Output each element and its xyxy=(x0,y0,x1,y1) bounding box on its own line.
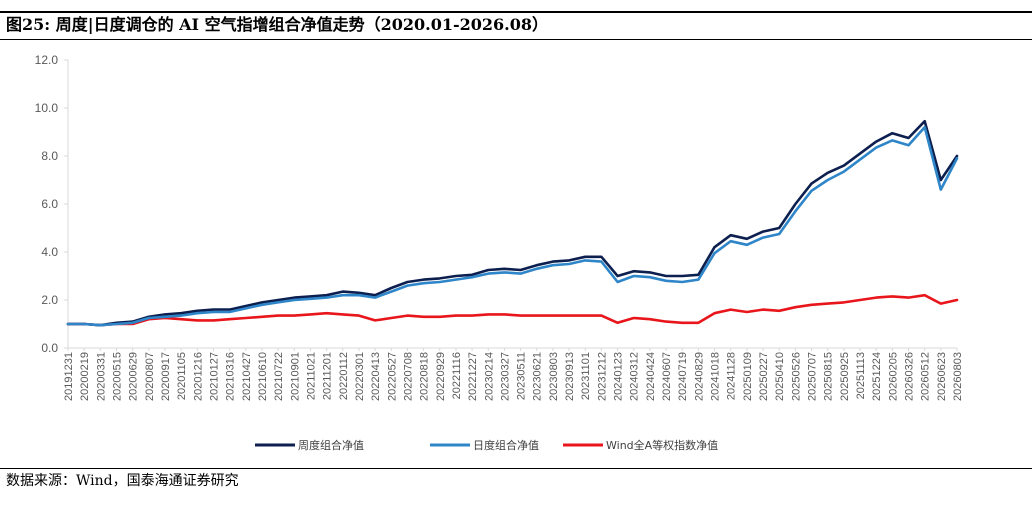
title-rule xyxy=(0,39,1032,40)
x-tick-label: 20240424 xyxy=(645,352,657,401)
x-tick-label: 20211021 xyxy=(305,352,317,400)
source-note: 数据来源：Wind，国泰海通证券研究 xyxy=(6,473,239,489)
x-tick-label: 20221116 xyxy=(451,352,463,399)
figure-title: 图25: 周度|日度调仓的 AI 空气指增组合净值走势（2020.01-2026… xyxy=(6,15,548,34)
x-tick-label: 20240312 xyxy=(629,352,641,401)
x-tick-label: 20200219 xyxy=(79,352,91,401)
x-tick-label: 20240607 xyxy=(661,352,673,401)
x-tick-label: 20220708 xyxy=(402,352,414,401)
x-tick-label: 20230803 xyxy=(548,352,560,401)
y-tick-label: 2.0 xyxy=(41,293,58,307)
x-tick-label: 20210901 xyxy=(289,352,301,401)
x-tick-label: 20260623 xyxy=(936,352,948,401)
line-chart: 0.0 2.0 4.0 6.0 8.0 10.0 12.0 20191231 20200219 2… xyxy=(35,53,964,452)
x-tick-label: 20250227 xyxy=(758,352,770,401)
x-tick-label: 20250109 xyxy=(742,352,754,401)
x-tick-label: 20250925 xyxy=(839,352,851,401)
x-tick-label: 20230621 xyxy=(532,352,544,401)
x-tick-label: 20260326 xyxy=(904,352,916,401)
x-tick-label: 20230214 xyxy=(483,352,495,401)
source-rule xyxy=(0,468,1032,469)
x-tick-label: 20241018 xyxy=(710,352,722,401)
y-tick-label: 0.0 xyxy=(41,341,58,355)
x-tick-label: 20250526 xyxy=(790,352,802,401)
y-tick-label: 4.0 xyxy=(41,245,58,259)
y-tick-label: 8.0 xyxy=(41,149,58,163)
x-tick-label: 20251224 xyxy=(871,352,883,401)
x-tick-label: 20250815 xyxy=(823,352,835,401)
x-tick-label: 20210316 xyxy=(225,352,237,401)
x-tick-label: 20200515 xyxy=(111,352,123,401)
x-tick-label: 20260803 xyxy=(952,352,964,401)
x-tick-label: 20200629 xyxy=(128,352,140,401)
x-tick-label: 20230327 xyxy=(499,352,511,401)
x-tick-label: 20201216 xyxy=(192,352,204,401)
x-tick-label: 20241128 xyxy=(726,352,738,400)
x-tick-label: 20221227 xyxy=(467,352,479,401)
x-tick-label: 20250410 xyxy=(774,352,786,401)
x-tick-label: 20231212 xyxy=(596,352,608,401)
x-tick-label: 20230913 xyxy=(564,352,576,401)
x-tick-label: 20200917 xyxy=(160,352,172,401)
top-rule xyxy=(0,11,1032,13)
series-line-0 xyxy=(66,119,959,327)
legend-label-0: 周度组合净值 xyxy=(298,438,364,452)
x-tick-label: 20210427 xyxy=(241,352,253,401)
x-tick-label: 20231101 xyxy=(580,352,592,400)
x-tick-label: 20251113 xyxy=(855,352,867,399)
y-tick-label: 12.0 xyxy=(35,53,59,67)
x-tick-label: 20201105 xyxy=(176,352,188,400)
legend-label-2: Wind全A等权指数净值 xyxy=(606,438,718,452)
x-tick-label: 20240123 xyxy=(613,352,625,401)
x-tick-label: 20260512 xyxy=(920,352,932,401)
x-tick-label: 20210610 xyxy=(257,352,269,401)
x-tick-label: 20250707 xyxy=(807,352,819,401)
x-tick-label: 20220818 xyxy=(419,352,431,401)
x-tick-label: 20240719 xyxy=(677,352,689,401)
x-tick-label: 20200331 xyxy=(95,352,107,401)
x-tick-label: 20220413 xyxy=(370,352,382,401)
series-line-2 xyxy=(66,293,959,327)
x-tick-label: 20220301 xyxy=(354,352,366,401)
x-tick-label: 20211201 xyxy=(322,352,334,400)
x-tick-label: 20200807 xyxy=(144,352,156,401)
y-tick-label: 10.0 xyxy=(35,101,59,115)
x-tick-label: 20260205 xyxy=(887,352,899,401)
x-tick-label: 20240829 xyxy=(693,352,705,401)
x-tick-label: 20191231 xyxy=(63,352,75,401)
series-line-1 xyxy=(66,125,959,327)
x-tick-label: 20230511 xyxy=(516,352,528,400)
y-tick-label: 6.0 xyxy=(41,197,58,211)
legend-label-1: 日度组合净值 xyxy=(473,438,539,452)
x-tick-label: 20220112 xyxy=(338,352,350,400)
x-tick-label: 20220527 xyxy=(386,352,398,401)
x-tick-label: 20220929 xyxy=(435,352,447,401)
x-tick-label: 20210127 xyxy=(208,352,220,401)
x-tick-label: 20210722 xyxy=(273,352,285,401)
